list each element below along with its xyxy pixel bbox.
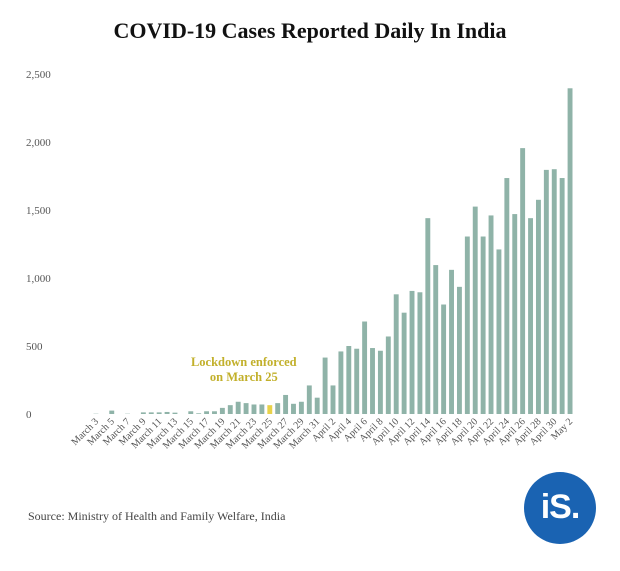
bar: [212, 411, 217, 414]
bar: [425, 218, 431, 414]
y-tick-label: 2,000: [26, 137, 51, 149]
bar: [148, 412, 154, 414]
bar: [409, 290, 415, 414]
bar: [354, 348, 360, 414]
bar: [235, 401, 241, 414]
bar: [535, 199, 541, 414]
bar: [449, 269, 454, 414]
bar: [377, 350, 383, 414]
bar: [109, 410, 115, 414]
bar: [456, 286, 462, 414]
bar: [346, 346, 352, 414]
y-tick-label: 1,000: [26, 273, 51, 285]
bar: [204, 411, 210, 414]
bar: [219, 407, 225, 414]
bar: [172, 412, 178, 414]
bar: [283, 394, 289, 414]
bar: [433, 265, 439, 414]
bar: [140, 412, 146, 414]
bar: [417, 292, 423, 414]
brand-logo: iS.: [524, 472, 596, 544]
bars: [93, 88, 573, 414]
bar: [551, 169, 557, 414]
bar: [306, 385, 312, 414]
chart-title: COVID-19 Cases Reported Daily In India: [113, 18, 507, 43]
bar: [370, 348, 375, 414]
bar: [401, 312, 407, 414]
bar: [441, 304, 447, 414]
bar: [362, 321, 368, 414]
bar: [338, 351, 344, 414]
y-tick-label: 2,500: [26, 69, 51, 81]
bar: [528, 218, 533, 414]
y-axis: 0 500 1,000 1,500 2,000 2,500: [26, 69, 51, 421]
bar: [520, 148, 526, 414]
bar: [385, 336, 391, 414]
y-tick-label: 500: [26, 341, 43, 353]
bar: [298, 401, 304, 414]
bar: [164, 411, 170, 414]
bar: [188, 411, 194, 414]
bar: [512, 214, 518, 414]
bar: [291, 403, 296, 414]
bar: [156, 412, 162, 414]
bar: [496, 249, 502, 414]
bar: [559, 178, 565, 414]
bar: [393, 294, 399, 414]
bar: [259, 404, 265, 414]
annotation-text: on March 25: [210, 370, 278, 384]
bar-highlight: [267, 405, 273, 414]
bar: [322, 357, 328, 414]
bar: [543, 169, 549, 414]
bar: [480, 236, 486, 414]
bar: [196, 413, 202, 414]
annotation-text: Lockdown enforced: [191, 355, 297, 369]
bar: [243, 403, 249, 414]
bar: [464, 236, 470, 414]
bar: [330, 385, 336, 414]
y-tick-label: 1,500: [26, 205, 51, 217]
bar: [488, 215, 494, 414]
y-tick-label: 0: [26, 409, 32, 421]
bar: [314, 397, 320, 414]
bar: [227, 405, 233, 414]
bar: [251, 404, 257, 414]
bar: [472, 206, 478, 414]
source-note: Source: Ministry of Health and Family We…: [28, 509, 286, 523]
bar: [567, 88, 573, 414]
bar: [504, 178, 510, 414]
bar: [275, 403, 281, 414]
